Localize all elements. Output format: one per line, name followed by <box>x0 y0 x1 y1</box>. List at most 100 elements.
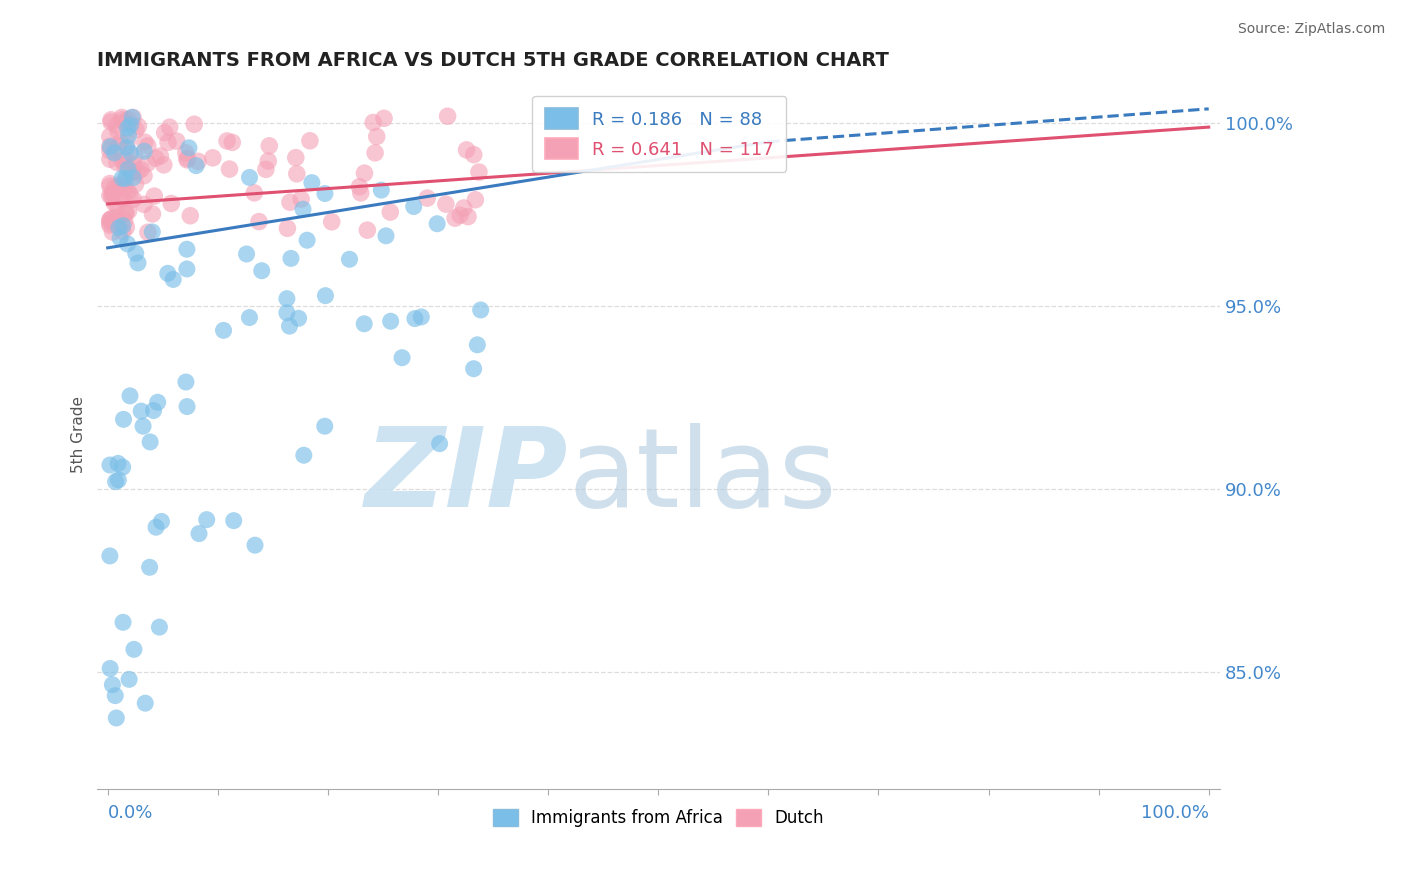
Point <box>105 155 128 169</box>
Point <box>98 140 121 154</box>
Point <box>101 186 124 200</box>
Point <box>115 136 138 150</box>
Point <box>149 149 172 163</box>
Point <box>162 272 184 286</box>
Point <box>117 128 139 143</box>
Point <box>103 145 125 160</box>
Point <box>426 217 449 231</box>
Point <box>391 351 413 365</box>
Point <box>276 221 298 235</box>
Point <box>145 520 167 534</box>
Point <box>125 246 148 260</box>
Point <box>142 403 165 417</box>
Point <box>153 126 176 140</box>
Point <box>129 162 152 177</box>
Point <box>195 513 218 527</box>
Point <box>176 262 198 277</box>
Point <box>125 123 148 137</box>
Point <box>118 203 141 218</box>
Point <box>301 176 323 190</box>
Point <box>212 323 235 337</box>
Point <box>470 303 492 318</box>
Point <box>104 475 127 489</box>
Point <box>122 111 145 125</box>
Point <box>105 211 128 225</box>
Point <box>145 151 167 165</box>
Point <box>221 136 243 150</box>
Point <box>103 195 125 210</box>
Point <box>463 361 485 376</box>
Point <box>353 166 375 180</box>
Point <box>118 389 141 403</box>
Point <box>153 158 176 172</box>
Point <box>105 711 128 725</box>
Point <box>434 197 457 211</box>
Point <box>132 197 155 211</box>
Point <box>127 256 149 270</box>
Point <box>235 247 257 261</box>
Text: Source: ZipAtlas.com: Source: ZipAtlas.com <box>1237 22 1385 37</box>
Point <box>321 215 343 229</box>
Point <box>141 207 163 221</box>
Point <box>467 338 489 352</box>
Point <box>280 252 302 266</box>
Point <box>107 215 129 229</box>
Point <box>238 310 260 325</box>
Point <box>350 186 373 200</box>
Point <box>107 178 129 193</box>
Point <box>98 661 121 675</box>
Point <box>404 311 426 326</box>
Point <box>98 212 121 227</box>
Point <box>105 198 128 212</box>
Point <box>364 145 387 160</box>
Point <box>449 208 471 222</box>
Point <box>278 319 301 334</box>
Point <box>124 149 146 163</box>
Point <box>464 193 486 207</box>
Point <box>117 161 139 176</box>
Point <box>176 400 198 414</box>
Point <box>115 220 138 235</box>
Point <box>456 143 478 157</box>
Point <box>98 129 121 144</box>
Point <box>112 412 135 426</box>
Point <box>136 225 159 239</box>
Point <box>124 177 146 191</box>
Point <box>110 135 132 149</box>
Point <box>100 112 122 127</box>
Point <box>111 153 134 168</box>
Point <box>146 395 169 409</box>
Point <box>247 214 270 228</box>
Point <box>105 118 128 132</box>
Point <box>215 134 238 148</box>
Point <box>238 170 260 185</box>
Point <box>287 311 309 326</box>
Point <box>134 696 156 710</box>
Point <box>98 213 121 227</box>
Point <box>101 187 124 202</box>
Point <box>111 191 134 205</box>
Point <box>98 152 121 166</box>
Text: IMMIGRANTS FROM AFRICA VS DUTCH 5TH GRADE CORRELATION CHART: IMMIGRANTS FROM AFRICA VS DUTCH 5TH GRAD… <box>97 51 889 70</box>
Point <box>143 189 166 203</box>
Point <box>98 188 121 202</box>
Point <box>176 242 198 256</box>
Point <box>129 404 152 418</box>
Point <box>114 153 136 167</box>
Point <box>114 115 136 129</box>
Point <box>166 134 188 148</box>
Point <box>290 192 312 206</box>
Point <box>250 264 273 278</box>
Point <box>114 214 136 228</box>
Point <box>453 201 475 215</box>
Point <box>141 225 163 239</box>
Point <box>111 112 134 127</box>
Point <box>361 115 384 129</box>
Point <box>416 191 439 205</box>
Text: 0.0%: 0.0% <box>108 804 153 822</box>
Point <box>278 195 301 210</box>
Point <box>257 154 280 169</box>
Point <box>121 165 143 179</box>
Point <box>222 514 245 528</box>
Point <box>114 206 136 220</box>
